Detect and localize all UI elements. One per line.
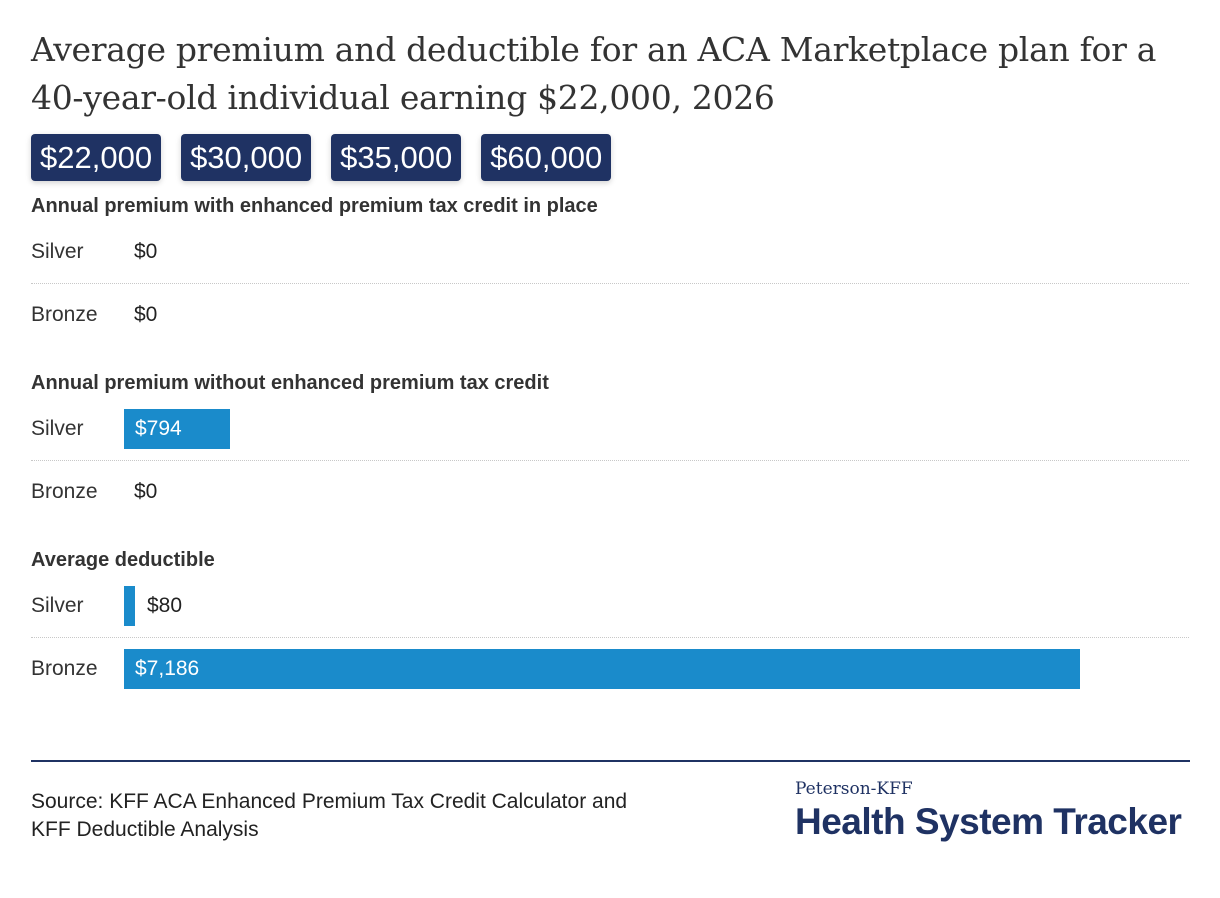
bar-row: Bronze $0	[31, 461, 1189, 523]
source-line-2: KFF Deductible Analysis	[31, 818, 259, 841]
chart-container: Average premium and deductible for an AC…	[31, 26, 1189, 700]
bar-chart: Annual premium with enhanced premium tax…	[31, 191, 1189, 700]
bar-row: Silver $794	[31, 398, 1189, 461]
data-label: $7,186	[135, 657, 200, 680]
bar-row: Bronze $7,186	[31, 638, 1189, 700]
income-button-22000[interactable]: $22,000	[31, 134, 162, 181]
source-line-1: Source: KFF ACA Enhanced Premium Tax Cre…	[31, 790, 628, 813]
category-label: Silver	[31, 594, 84, 617]
bar-row: Bronze $0	[31, 284, 1189, 346]
brand-logo[interactable]: Peterson-KFF Health System Tracker	[795, 778, 1182, 844]
category-label: Silver	[31, 417, 84, 440]
footer-divider	[31, 760, 1190, 762]
brand-logo-big: Health System Tracker	[795, 801, 1182, 842]
bar-row: Silver $80	[31, 575, 1189, 638]
chart-title: Average premium and deductible for an AC…	[31, 30, 1157, 117]
data-label: $0	[134, 303, 158, 326]
section-title: Annual premium with enhanced premium tax…	[31, 195, 598, 217]
bar[interactable]	[124, 649, 1080, 689]
category-label: Bronze	[31, 480, 98, 503]
category-label: Bronze	[31, 657, 98, 680]
bar[interactable]	[124, 409, 230, 449]
category-label: Silver	[31, 240, 84, 263]
income-button-60000[interactable]: $60,000	[481, 134, 612, 181]
data-label: $80	[147, 594, 183, 617]
income-selector: $22,000 $30,000 $35,000 $60,000	[31, 134, 1189, 181]
chart-section: Annual premium without enhanced premium …	[31, 368, 1189, 523]
data-label: $794	[135, 417, 182, 440]
section-title: Annual premium without enhanced premium …	[31, 372, 549, 394]
chart-section: Annual premium with enhanced premium tax…	[31, 191, 1189, 346]
category-label: Bronze	[31, 303, 98, 326]
income-button-30000[interactable]: $30,000	[181, 134, 312, 181]
data-label: $0	[134, 480, 158, 503]
bar[interactable]	[124, 586, 135, 626]
income-button-35000[interactable]: $35,000	[331, 134, 462, 181]
section-title: Average deductible	[31, 549, 215, 571]
brand-logo-small: Peterson-KFF	[795, 779, 913, 799]
source-note: Source: KFF ACA Enhanced Premium Tax Cre…	[31, 788, 627, 844]
chart-section: Average deductible Silver $80 Bronze $7,186	[31, 545, 1189, 700]
data-label: $0	[134, 240, 158, 263]
bar-row: Silver $0	[31, 221, 1189, 284]
